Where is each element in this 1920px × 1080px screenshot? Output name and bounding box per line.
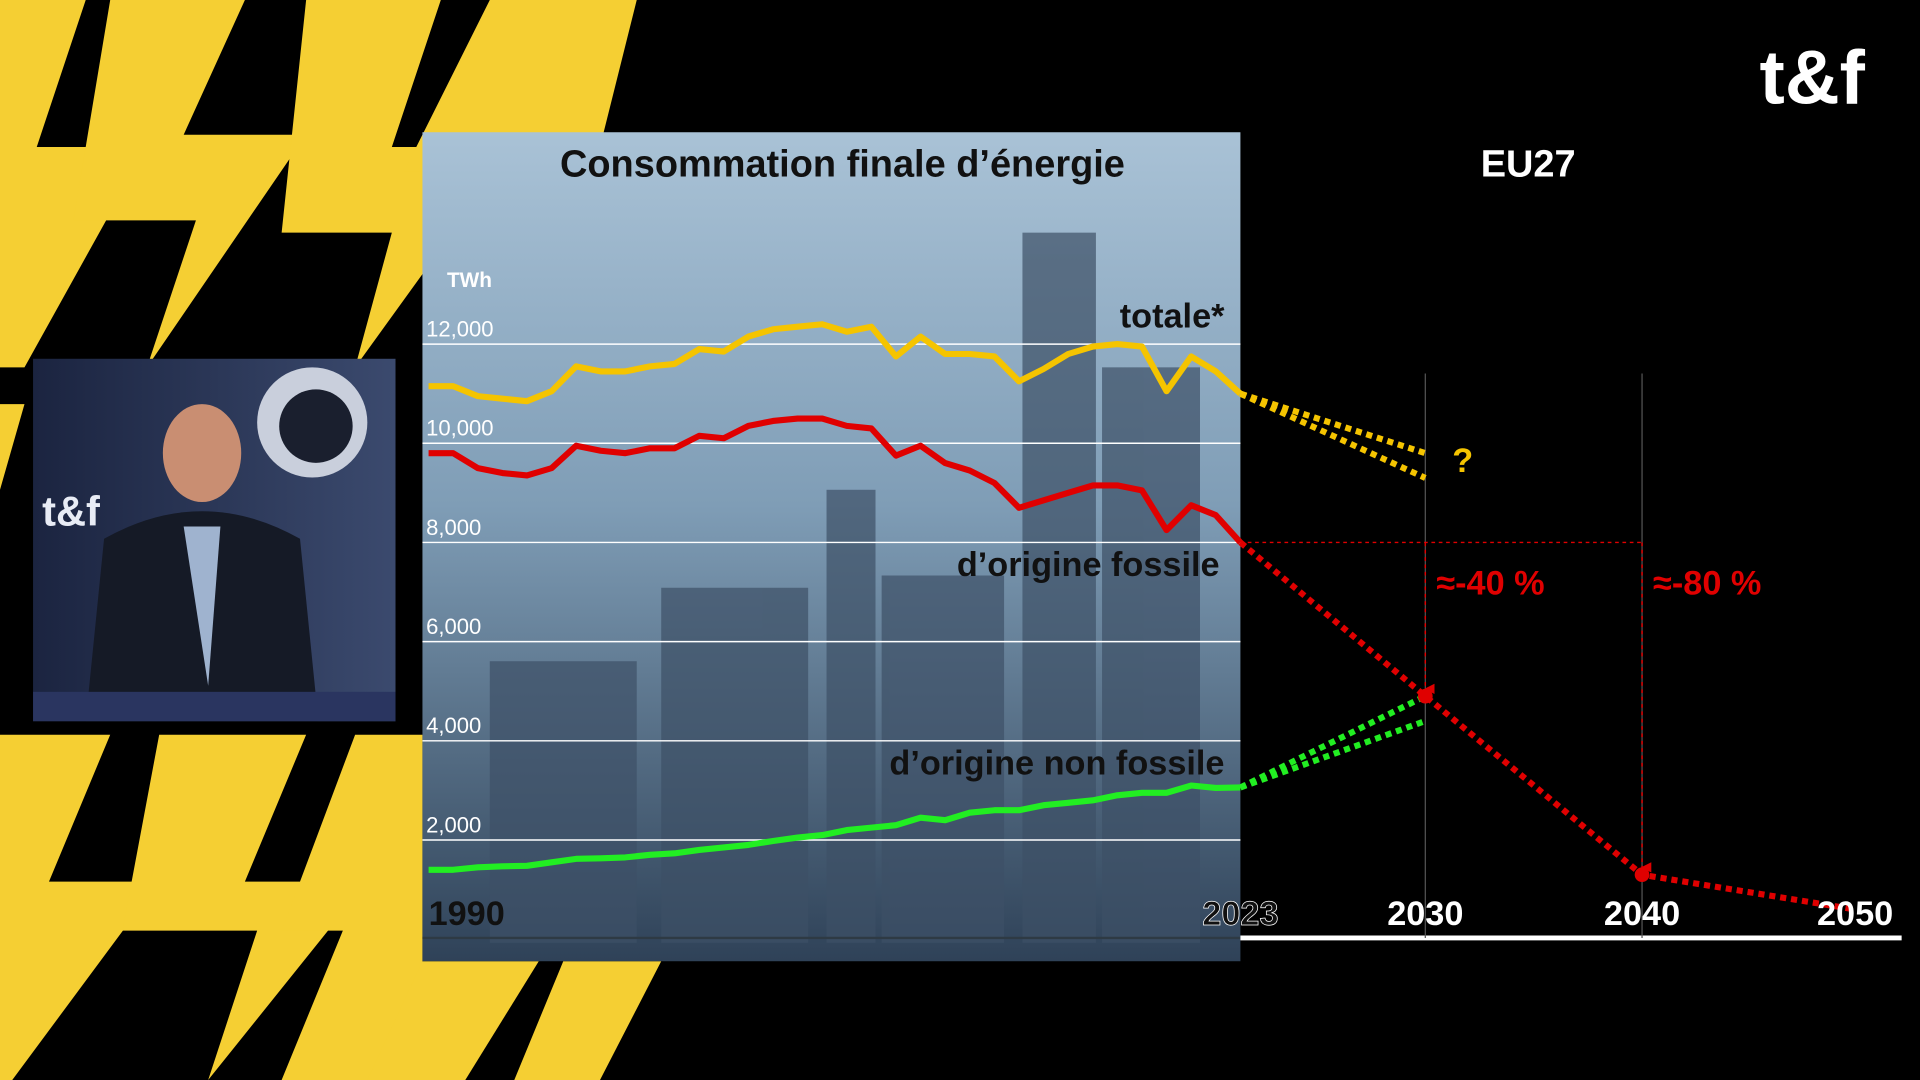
y-tick-label: 8,000 [426,515,481,540]
series-label: totale* [1120,297,1225,335]
projection-line [1239,390,1427,481]
x-tick-label: 1990 [429,895,505,933]
chart-title: Consommation finale d’énergie [560,144,1125,186]
series-line [428,782,1241,873]
x-tick-label: 2030 [1387,895,1463,933]
chart-subtitle: EU27 [1481,144,1576,186]
annotation: ? [1452,442,1473,480]
annotation: ≈-40 % [1436,564,1544,602]
y-tick-label: 2,000 [426,812,481,837]
x-tick-label: 2023 [1202,895,1278,933]
y-tick-label: 4,000 [426,713,481,738]
presenter-video: t&f [33,358,396,722]
brand-logo: t&f [1760,35,1866,120]
projection-line [1238,540,1856,913]
projection-point [1417,688,1433,704]
series-line [428,321,1243,405]
series-label: d’origine non fossile [889,744,1224,782]
projection-point [1634,867,1650,883]
y-tick-label: 12,000 [426,316,493,341]
x-tick-label: 2040 [1604,895,1680,933]
x-tick-label: 2050 [1817,895,1893,933]
refinery-silhouette [489,232,1200,943]
y-tick-label: 6,000 [426,614,481,639]
annotation: ≈-80 % [1653,564,1761,602]
series-line [428,415,1243,545]
y-axis-unit: TWh [447,269,492,292]
y-tick-label: 10,000 [426,416,493,441]
projection-line [1239,693,1427,791]
series-label: d’origine fossile [957,546,1220,584]
studio-logo: t&f [42,487,100,534]
